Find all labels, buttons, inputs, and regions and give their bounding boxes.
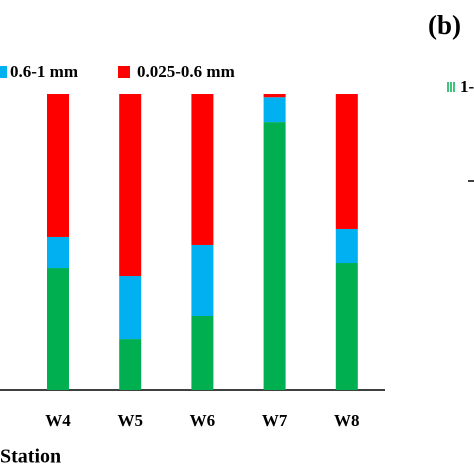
bar-segment — [335, 263, 358, 390]
bar-segment — [191, 316, 214, 390]
bar-segment — [47, 268, 69, 390]
bar-segment — [335, 228, 358, 264]
bar-segment — [191, 244, 214, 316]
x-tick-label: W6 — [190, 411, 216, 430]
bar-segment — [263, 122, 286, 391]
legend-swatch — [118, 66, 130, 78]
bar-segment — [263, 97, 286, 123]
bar-segment — [47, 94, 69, 237]
panel-label: (b) — [428, 10, 461, 40]
bar-segment — [191, 94, 214, 245]
x-tick-label: W8 — [334, 411, 360, 430]
x-tick-label: W4 — [45, 411, 71, 430]
legend-label: 0.025-0.6 mm — [137, 62, 235, 81]
x-tick-label: W7 — [262, 411, 288, 430]
bar-segment — [119, 94, 142, 277]
x-axis-label: Station — [0, 446, 61, 468]
legend-swatch — [0, 66, 7, 78]
bar-segment — [119, 276, 142, 340]
legend-label: 0.6-1 mm — [10, 62, 78, 81]
bar-segment — [335, 94, 358, 229]
bar-segment — [119, 339, 142, 390]
x-tick-label: W5 — [117, 411, 143, 430]
annotation: 1- — [460, 77, 474, 96]
legend-icon — [447, 82, 455, 92]
bar-segment — [263, 94, 286, 98]
bar-segment — [47, 236, 69, 269]
